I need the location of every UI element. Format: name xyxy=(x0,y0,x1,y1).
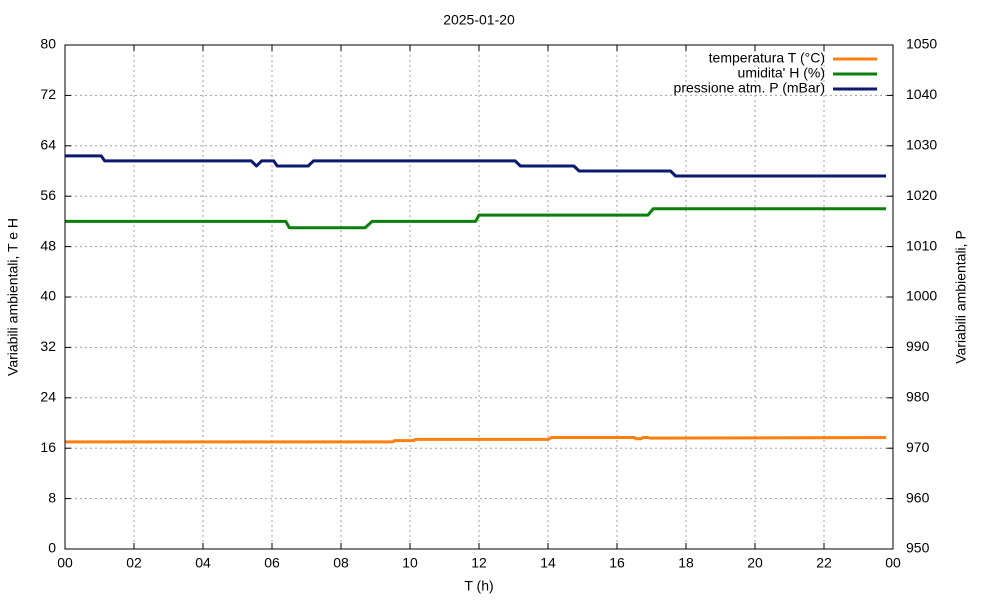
data-line xyxy=(65,154,887,178)
y2-tick-label: 1010 xyxy=(906,237,937,253)
x-axis-label: T (h) xyxy=(464,578,493,594)
x-tick-label: 04 xyxy=(195,555,211,571)
x-tick-label: 14 xyxy=(540,555,556,571)
y2-tick-label: 970 xyxy=(906,439,930,455)
x-tick-label: 22 xyxy=(816,555,832,571)
y2-tick-label: 980 xyxy=(906,389,930,405)
data-line xyxy=(65,436,887,444)
plot-border xyxy=(64,44,894,550)
y2-tick-label: 1050 xyxy=(906,36,937,52)
y-tick-label: 8 xyxy=(48,489,56,505)
y2-tick-label: 960 xyxy=(906,489,930,505)
x-tick-label: 10 xyxy=(402,555,418,571)
y-tick-label: 48 xyxy=(40,237,56,253)
y2-tick-label: 1030 xyxy=(906,137,937,153)
y2-tick-label: 1040 xyxy=(906,86,937,102)
y2-tick-label: 1020 xyxy=(906,187,937,203)
x-tick-label: 02 xyxy=(126,555,142,571)
y2-axis-label: Variabili ambientali, P xyxy=(953,230,969,364)
data-line xyxy=(65,207,887,230)
y-tick-label: 64 xyxy=(40,137,56,153)
x-tick-label: 16 xyxy=(609,555,625,571)
y2-tick-label: 950 xyxy=(906,540,930,556)
legend-label: temperatura T (°C) xyxy=(709,50,825,66)
y-tick-label: 32 xyxy=(40,338,56,354)
y-tick-label: 24 xyxy=(40,389,56,405)
x-tick-label: 08 xyxy=(333,555,349,571)
legend-label: pressione atm. P (mBar) xyxy=(674,80,825,96)
y2-tick-label: 1000 xyxy=(906,288,937,304)
y2-tick-label: 990 xyxy=(906,338,930,354)
y-tick-label: 80 xyxy=(40,36,56,52)
y-tick-label: 72 xyxy=(40,86,56,102)
x-tick-label: 12 xyxy=(471,555,487,571)
x-tick-label: 00 xyxy=(57,555,73,571)
y-tick-label: 16 xyxy=(40,439,56,455)
legend-label: umidita' H (%) xyxy=(738,65,825,81)
chart-title: 2025-01-20 xyxy=(443,12,515,28)
x-tick-label: 20 xyxy=(747,555,763,571)
x-tick-label: 00 xyxy=(885,555,901,571)
x-tick-label: 06 xyxy=(264,555,280,571)
y-tick-label: 0 xyxy=(48,540,56,556)
y-tick-label: 56 xyxy=(40,187,56,203)
x-tick-label: 18 xyxy=(678,555,694,571)
y-tick-label: 40 xyxy=(40,288,56,304)
y-axis-label: Variabili ambientali, T e H xyxy=(5,218,21,376)
